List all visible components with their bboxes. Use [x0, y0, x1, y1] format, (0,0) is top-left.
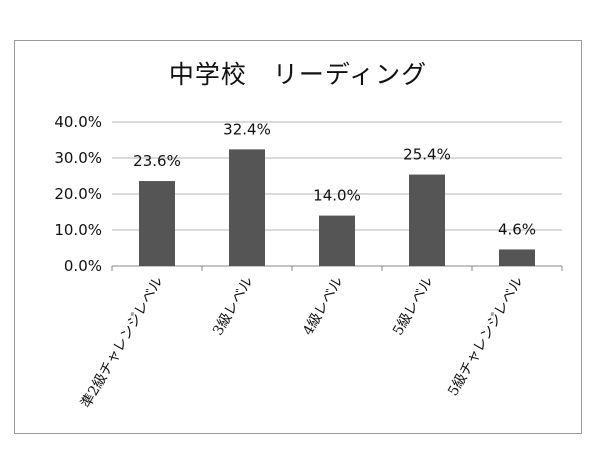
- bar: [139, 181, 175, 266]
- category-label: 4級レベル: [300, 274, 346, 338]
- category-label: 5級チャレンジレベル: [445, 274, 526, 399]
- category-label: 3級レベル: [210, 274, 256, 338]
- y-tick-label: 30.0%: [54, 149, 102, 167]
- bar: [409, 174, 445, 266]
- data-label: 25.4%: [403, 146, 451, 164]
- bar: [499, 249, 535, 266]
- category-label: 準2級チャレンジレベル: [78, 274, 166, 411]
- y-tick-label: 20.0%: [54, 185, 102, 203]
- bar: [229, 149, 265, 266]
- chart-frame: [14, 40, 582, 434]
- bar: [319, 215, 355, 266]
- data-label: 4.6%: [498, 220, 536, 238]
- data-label: 14.0%: [313, 187, 361, 205]
- y-tick-label: 10.0%: [54, 221, 102, 239]
- category-label: 5級レベル: [390, 274, 436, 338]
- chart-title: 中学校 リーディング: [168, 60, 428, 89]
- data-label: 23.6%: [133, 152, 181, 170]
- y-tick-label: 40.0%: [54, 113, 102, 131]
- y-tick-label: 0.0%: [64, 257, 102, 275]
- data-label: 32.4%: [223, 120, 271, 138]
